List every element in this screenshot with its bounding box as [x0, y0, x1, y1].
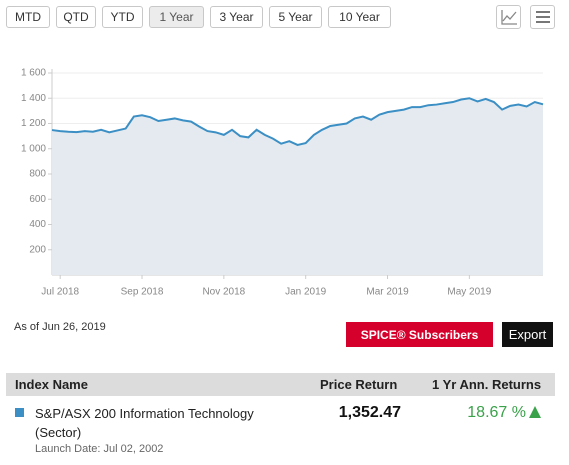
icon — [535, 11, 550, 23]
period-button[interactable]: 10 Year — [328, 6, 391, 28]
y-tick-label: 400 — [29, 219, 46, 230]
period-button[interactable]: 1 Year — [149, 6, 204, 28]
up-arrow — [529, 406, 541, 418]
header-cell: Price Return — [320, 377, 398, 392]
menu-button[interactable] — [530, 5, 555, 29]
price-return: 1,352.47 — [338, 404, 401, 421]
header-cell: Index Name — [15, 377, 88, 392]
chart-icon-button[interactable] — [496, 5, 521, 29]
x-tick-label: May 2019 — [447, 287, 491, 298]
header-cell: 1 Yr Ann. Returns — [432, 377, 542, 392]
y-tick-label: 1 600 — [21, 68, 46, 79]
period-button[interactable]: YTD — [102, 6, 143, 28]
period-button[interactable]: QTD — [56, 6, 96, 28]
period-button[interactable]: 3 Year — [210, 6, 263, 28]
y-tick-label: 800 — [29, 169, 46, 180]
period-button[interactable]: 5 Year — [269, 6, 322, 28]
launch-date: Launch Date: Jul 02, 2002 — [35, 443, 164, 455]
y-tick-label: 600 — [29, 194, 46, 205]
y-tick-label: 200 — [29, 244, 46, 255]
y-tick-label: 1 400 — [21, 93, 46, 104]
x-tick-label: Jan 2019 — [285, 287, 327, 298]
series-swatch — [15, 408, 24, 417]
index-name: S&P/ASX 200 Information Technology (Sect… — [35, 406, 254, 440]
x-tick-label: Jul 2018 — [41, 287, 79, 298]
x-tick-label: Mar 2019 — [366, 287, 409, 298]
export-button[interactable]: Export — [502, 322, 553, 347]
as-of-date: As of Jun 26, 2019 — [14, 321, 106, 333]
chart: 200 400 600 800 1 000 1 200 1 400 1 600 Jul 2018… — [21, 68, 544, 298]
annual-return: 18.67 % — [467, 404, 526, 421]
x-tick-label: Nov 2018 — [202, 287, 245, 298]
icon — [500, 10, 517, 25]
line — [51, 97, 544, 147]
subscribers-button[interactable]: SPICE® Subscribers — [346, 322, 493, 347]
y-tick-label: 1 200 — [21, 118, 46, 129]
table-header: Index Name Price Return 1 Yr Ann. Return… — [6, 373, 555, 396]
area — [52, 98, 543, 275]
x-tick-label: Sep 2018 — [121, 287, 164, 298]
period-button[interactable]: MTD — [6, 6, 50, 28]
y-tick-label: 1 000 — [21, 143, 46, 154]
